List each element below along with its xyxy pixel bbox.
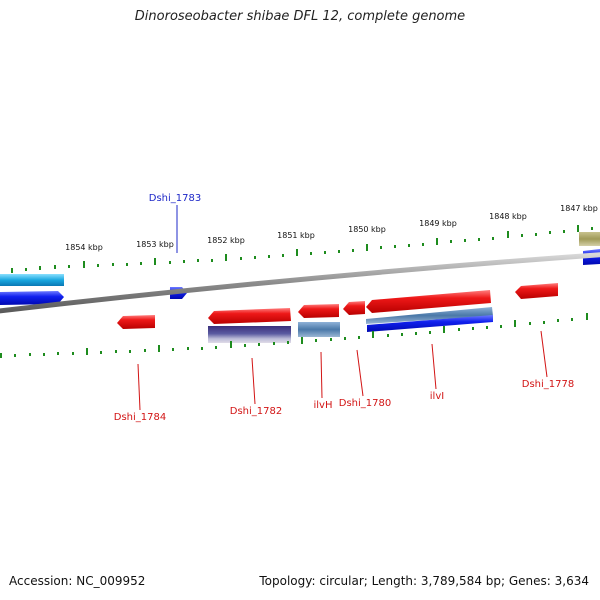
label-ilvi[interactable]: ilvI — [430, 391, 444, 402]
label-dshi-1780[interactable]: Dshi_1780 — [339, 398, 391, 409]
label-dshi-1783[interactable]: Dshi_1783 — [149, 193, 201, 204]
gene-dshi-1782-band — [208, 326, 291, 343]
scale-label-1850: 1850 kbp — [348, 225, 386, 234]
scale-label-1847: 1847 kbp — [560, 204, 598, 213]
genome-backbone — [0, 252, 600, 314]
scale-label-1853: 1853 kbp — [136, 240, 174, 249]
gene-dshi-1782[interactable] — [208, 308, 291, 324]
gene-forward-light-left[interactable] — [0, 274, 64, 286]
label-ilvh[interactable]: ilvH — [314, 400, 333, 411]
gene-forward-olive[interactable] — [579, 232, 600, 246]
scale-labels: 1854 kbp 1853 kbp 1852 kbp 1851 kbp 1850… — [65, 204, 598, 252]
map-title: Dinoroseobacter shibae DFL 12, complete … — [134, 9, 466, 24]
gene-forward-left[interactable] — [0, 291, 64, 305]
gene-ilvh-band — [298, 322, 340, 337]
outer-scale-ticks — [11, 225, 593, 273]
label-dshi-1784[interactable]: Dshi_1784 — [114, 412, 166, 423]
gene-labels: Dshi_1783 Dshi_1784 Dshi_1782 ilvH Dshi_… — [114, 193, 574, 423]
inner-scale-ticks — [0, 313, 588, 358]
leader-ilvi — [431, 343, 437, 390]
gene-dshi-1780[interactable] — [343, 301, 365, 315]
gene-ilvi-band-blue — [367, 315, 493, 332]
gene-dshi-1784[interactable] — [117, 315, 155, 329]
scale-label-1852: 1852 kbp — [207, 236, 245, 245]
scale-label-1854: 1854 kbp — [65, 243, 103, 252]
gene-dshi-1778[interactable] — [515, 283, 558, 299]
label-dshi-1778[interactable]: Dshi_1778 — [522, 379, 574, 390]
label-leaders — [137, 205, 548, 411]
gene-ilvi-band — [366, 307, 493, 324]
reverse-strand-genes — [117, 283, 558, 343]
gene-ilvh[interactable] — [298, 304, 339, 318]
gene-ilvi[interactable] — [366, 290, 491, 313]
scale-label-1851: 1851 kbp — [277, 231, 315, 240]
accession-text: Accession: NC_009952 — [9, 574, 146, 588]
genome-stats-text: Topology: circular; Length: 3,789,584 bp… — [259, 574, 589, 588]
scale-label-1849: 1849 kbp — [419, 219, 457, 228]
leader-dshi-1784 — [137, 363, 141, 411]
leader-dshi-1780 — [356, 349, 364, 397]
label-dshi-1782[interactable]: Dshi_1782 — [230, 406, 282, 417]
scale-label-1848: 1848 kbp — [489, 212, 527, 221]
leader-ilvh — [320, 351, 323, 399]
leader-dshi-1778 — [540, 330, 548, 378]
leader-dshi-1782 — [251, 357, 256, 405]
